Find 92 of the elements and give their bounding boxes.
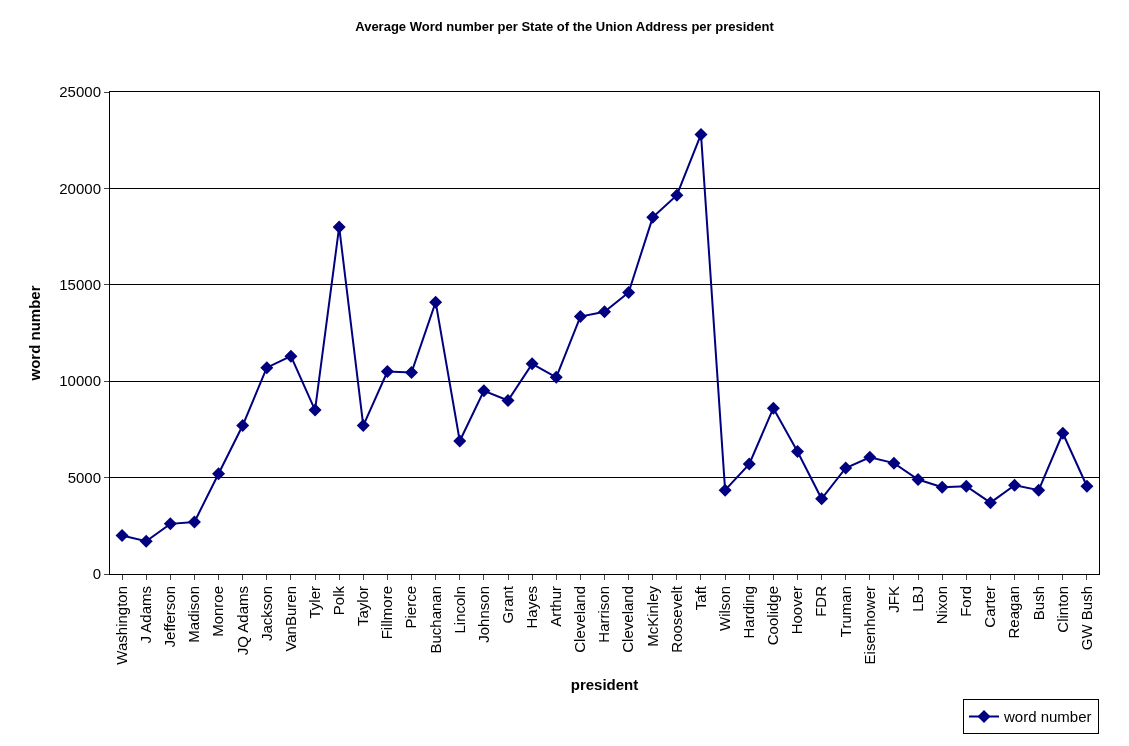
point: [670, 188, 684, 202]
y-tick-label: 20000: [59, 179, 101, 197]
point: [163, 517, 177, 531]
x-tick-label: Polk: [330, 585, 348, 616]
point: [115, 528, 129, 542]
x-tick-label: Eisenhower: [860, 586, 878, 665]
point: [429, 295, 443, 309]
x-tick-label: Cleveland: [619, 586, 637, 653]
point: [332, 220, 346, 234]
y-tick-label: 5000: [67, 468, 101, 486]
point: [959, 479, 973, 493]
x-tick-label: Lincoln: [450, 586, 468, 634]
x-tick-label: FDR: [812, 585, 830, 617]
y-tick-label: 15000: [59, 276, 101, 294]
point: [549, 370, 563, 384]
point: [622, 286, 636, 300]
point: [405, 366, 419, 380]
point: [236, 419, 250, 433]
point: [356, 419, 370, 433]
x-tick-label: Pierce: [402, 586, 420, 629]
point: [573, 310, 587, 324]
legend-label: word number: [1003, 708, 1092, 726]
point: [260, 361, 274, 375]
x-tick-label: Taft: [691, 585, 709, 611]
point: [718, 483, 732, 497]
chart-title: Average Word number per State of the Union Address per president: [355, 19, 775, 35]
x-tick-label: Fillmore: [378, 586, 396, 640]
x-tick-label: Jefferson: [161, 586, 179, 648]
point: [887, 456, 901, 470]
x-tick-label: VanBuren: [281, 586, 299, 652]
point: [935, 480, 949, 494]
x-axis-title: president: [570, 675, 639, 693]
x-tick-label: Roosevelt: [667, 585, 685, 653]
point: [1056, 426, 1070, 440]
x-tick-label: J Adams: [137, 586, 155, 644]
x-tick-label: Truman: [836, 586, 854, 638]
point: [477, 384, 491, 398]
point: [863, 450, 877, 464]
point: [308, 403, 322, 417]
point: [1080, 479, 1094, 493]
point: [983, 496, 997, 510]
x-tick-label: Reagan: [1005, 586, 1023, 639]
point: [766, 401, 780, 415]
x-tick-label: Nixon: [933, 586, 951, 625]
point: [380, 365, 394, 379]
x-tick-label: Carter: [981, 586, 999, 628]
point: [1008, 478, 1022, 492]
x-tick-label: Jackson: [257, 586, 275, 642]
x-tick-label: McKinley: [643, 585, 661, 647]
x-tick-label: Taylor: [354, 586, 372, 627]
x-tick-label: LBJ: [908, 586, 926, 612]
x-tick-label: Hoover: [788, 586, 806, 635]
point: [501, 393, 515, 407]
x-tick-label: Monroe: [209, 586, 227, 637]
point: [742, 457, 756, 471]
point: [694, 127, 708, 141]
x-tick-label: Clinton: [1053, 586, 1071, 633]
x-tick-label: Buchanan: [426, 586, 444, 654]
point: [284, 349, 298, 363]
x-tick-label: Coolidge: [764, 586, 782, 646]
point: [911, 473, 925, 487]
x-tick-label: Johnson: [474, 586, 492, 643]
x-tick-label: Madison: [185, 586, 203, 643]
x-tick-label: Cleveland: [571, 586, 589, 653]
point: [1032, 483, 1046, 497]
x-tick-label: JFK: [884, 586, 902, 613]
x-tick-label: Ford: [957, 586, 975, 617]
point: [790, 445, 804, 459]
point: [187, 515, 201, 529]
point: [525, 357, 539, 371]
y-axis-title: word number: [25, 285, 43, 382]
y-tick-label: 0: [92, 565, 101, 583]
x-tick-label: Wilson: [715, 586, 733, 632]
x-tick-label: Harrison: [595, 586, 613, 643]
point: [453, 434, 467, 448]
x-tick-label: Grant: [498, 585, 516, 624]
point: [139, 534, 153, 548]
point: [646, 210, 660, 224]
x-tick-label: Washington: [112, 586, 130, 665]
y-tick-label: 10000: [59, 372, 101, 390]
x-tick-label: Arthur: [547, 586, 565, 627]
x-tick-label: Harding: [740, 586, 758, 639]
x-tick-label: Bush: [1029, 586, 1047, 621]
x-tick-label: Tyler: [305, 586, 323, 619]
x-tick-label: JQ Adams: [233, 586, 251, 656]
x-tick-label: GW Bush: [1077, 586, 1095, 651]
point: [815, 492, 829, 506]
point: [598, 305, 611, 319]
point: [839, 461, 853, 475]
y-tick-label: 25000: [59, 83, 101, 101]
point: [212, 467, 226, 481]
x-tick-label: Hayes: [523, 586, 541, 629]
